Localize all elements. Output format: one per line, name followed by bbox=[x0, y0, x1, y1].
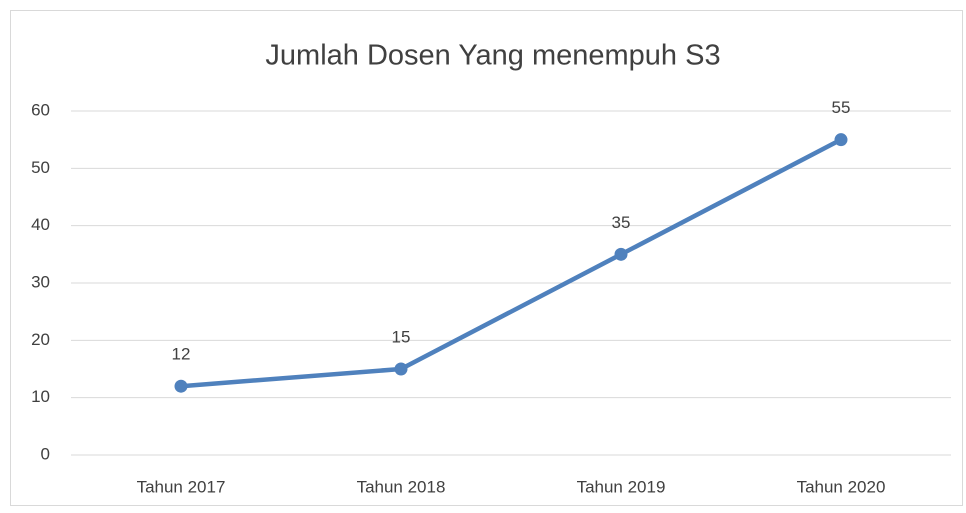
data-label: 12 bbox=[172, 345, 191, 364]
line-series bbox=[180, 137, 843, 389]
data-label: 55 bbox=[832, 98, 851, 117]
chart-border bbox=[10, 10, 963, 506]
data-point bbox=[834, 133, 848, 147]
y-tick-label: 10 bbox=[31, 387, 50, 406]
y-tick-label: 30 bbox=[31, 272, 50, 291]
y-tick-label: 50 bbox=[31, 158, 50, 177]
data-label: 35 bbox=[612, 213, 631, 232]
y-tick-label: 60 bbox=[31, 100, 50, 119]
chart-title: Jumlah Dosen Yang menempuh S3 bbox=[265, 40, 720, 72]
data-point bbox=[394, 362, 408, 376]
data-point bbox=[174, 379, 188, 393]
x-tick-label: Tahun 2017 bbox=[137, 477, 226, 496]
y-tick-label: 20 bbox=[31, 330, 50, 349]
x-tick-label: Tahun 2018 bbox=[357, 477, 446, 496]
x-tick-label: Tahun 2019 bbox=[577, 477, 666, 496]
y-tick-label: 40 bbox=[31, 215, 50, 234]
data-point bbox=[614, 247, 628, 261]
data-label: 15 bbox=[392, 327, 411, 346]
y-tick-label: 0 bbox=[41, 444, 50, 463]
x-tick-label: Tahun 2020 bbox=[797, 477, 886, 496]
